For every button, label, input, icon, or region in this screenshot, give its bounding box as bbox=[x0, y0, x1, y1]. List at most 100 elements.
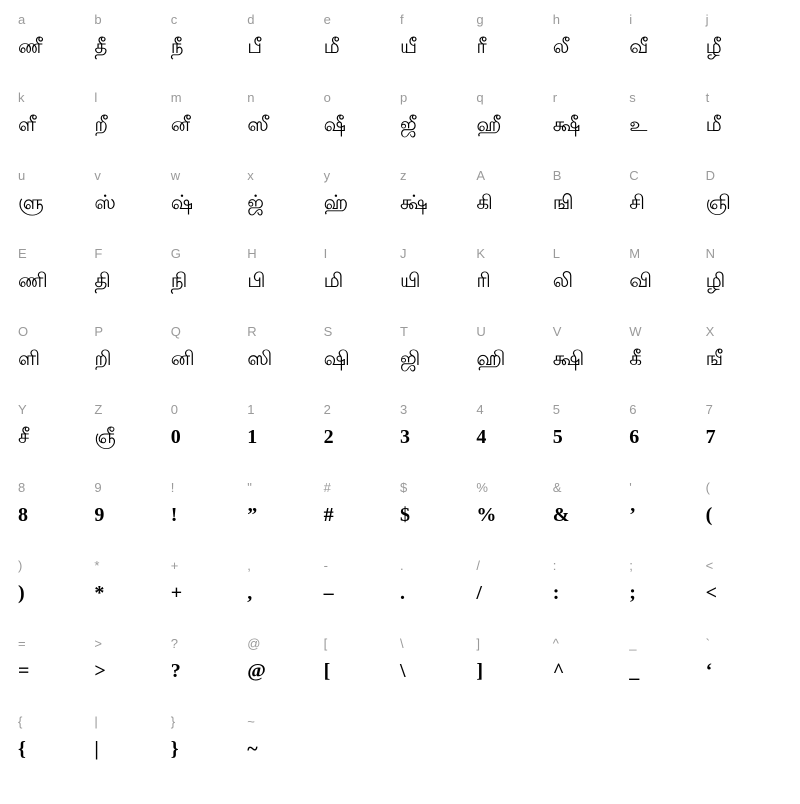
key-label: x bbox=[247, 168, 323, 183]
glyph-cell: Sஷி bbox=[324, 324, 400, 402]
glyph-cell: oஷீ bbox=[324, 90, 400, 168]
glyph-cell: 55 bbox=[553, 402, 629, 480]
glyph-value: 0 bbox=[171, 427, 247, 447]
glyph-value: \ bbox=[400, 661, 476, 681]
glyph-cell: x ஜ் bbox=[247, 168, 323, 246]
glyph-value: ளி bbox=[18, 349, 94, 369]
key-label: % bbox=[476, 480, 552, 495]
glyph-cell: [[ bbox=[324, 636, 400, 714]
key-label: R bbox=[247, 324, 323, 339]
key-label: h bbox=[553, 12, 629, 27]
glyph-cell: 66 bbox=[629, 402, 705, 480]
glyph-cell: >> bbox=[94, 636, 170, 714]
glyph-cell: eமீ bbox=[324, 12, 400, 90]
key-label: ; bbox=[629, 558, 705, 573]
glyph-value: _ bbox=[629, 661, 705, 681]
glyph-cell: vஸ் bbox=[94, 168, 170, 246]
glyph-value: உ bbox=[629, 115, 705, 135]
glyph-cell: Cசி bbox=[629, 168, 705, 246]
glyph-value: – bbox=[324, 583, 400, 603]
key-label: > bbox=[94, 636, 170, 651]
key-label: u bbox=[18, 168, 94, 183]
glyph-cell: 22 bbox=[324, 402, 400, 480]
glyph-cell: Qனி bbox=[171, 324, 247, 402]
glyph-value: ஸ் bbox=[94, 193, 170, 213]
glyph-value: / bbox=[476, 583, 552, 603]
key-label: ? bbox=[171, 636, 247, 651]
key-label: 3 bbox=[400, 402, 476, 417]
key-label: * bbox=[94, 558, 170, 573]
glyph-value: நீ bbox=[171, 37, 247, 57]
glyph-value: யீ bbox=[400, 37, 476, 57]
glyph-cell: W கீ bbox=[629, 324, 705, 402]
glyph-cell: Yசீ bbox=[18, 402, 94, 480]
glyph-value: ஞி bbox=[706, 193, 782, 213]
glyph-value: கீ bbox=[629, 349, 705, 369]
glyph-value: 9 bbox=[94, 505, 170, 525]
glyph-cell: %% bbox=[476, 480, 552, 558]
glyph-value: ளீ bbox=[18, 115, 94, 135]
key-label: q bbox=[476, 90, 552, 105]
glyph-cell: 44 bbox=[476, 402, 552, 480]
glyph-cell: nஸீ bbox=[247, 90, 323, 168]
key-label: 8 bbox=[18, 480, 94, 495]
glyph-value: = bbox=[18, 661, 94, 681]
glyph-value: ஹி bbox=[476, 349, 552, 369]
glyph-cell: sஉ bbox=[629, 90, 705, 168]
key-label: m bbox=[171, 90, 247, 105]
glyph-value: . bbox=[400, 583, 476, 603]
glyph-value: ழீ bbox=[706, 37, 782, 57]
key-label: Q bbox=[171, 324, 247, 339]
glyph-cell: aணீ bbox=[18, 12, 94, 90]
glyph-value: வி bbox=[629, 271, 705, 291]
glyph-cell: jழீ bbox=[706, 12, 782, 90]
key-label: f bbox=[400, 12, 476, 27]
glyph-cell: 77 bbox=[706, 402, 782, 480]
key-label: o bbox=[324, 90, 400, 105]
key-label: ] bbox=[476, 636, 552, 651]
key-label: D bbox=[706, 168, 782, 183]
key-label: g bbox=[476, 12, 552, 27]
glyph-value: பி bbox=[247, 271, 323, 291]
key-label: b bbox=[94, 12, 170, 27]
glyph-value: ” bbox=[247, 505, 323, 525]
glyph-cell: :: bbox=[553, 558, 629, 636]
glyph-value: ஜ் bbox=[247, 193, 323, 213]
glyph-cell: p ஜீ bbox=[400, 90, 476, 168]
glyph-cell: __ bbox=[629, 636, 705, 714]
glyph-value: ? bbox=[171, 661, 247, 681]
key-label: W bbox=[629, 324, 705, 339]
glyph-value: ரீ bbox=[476, 37, 552, 57]
glyph-cell: == bbox=[18, 636, 94, 714]
key-label: M bbox=[629, 246, 705, 261]
glyph-value: { bbox=[18, 739, 94, 759]
glyph-value: மீ bbox=[706, 115, 782, 135]
key-label: | bbox=[94, 714, 170, 729]
glyph-cell: Lலி bbox=[553, 246, 629, 324]
glyph-value: [ bbox=[324, 661, 400, 681]
key-label: p bbox=[400, 90, 476, 105]
glyph-cell: && bbox=[553, 480, 629, 558]
glyph-value: ஜீ bbox=[400, 115, 476, 135]
glyph-cell: qஹீ bbox=[476, 90, 552, 168]
glyph-value: பீ bbox=[247, 37, 323, 57]
key-label: $ bbox=[400, 480, 476, 495]
glyph-value: ஹ் bbox=[324, 193, 400, 213]
glyph-cell: ++ bbox=[171, 558, 247, 636]
glyph-value: னீ bbox=[171, 115, 247, 135]
glyph-value: $ bbox=[400, 505, 476, 525]
glyph-value: ஸி bbox=[247, 349, 323, 369]
glyph-value: ஙி bbox=[553, 193, 629, 213]
glyph-cell: Oளி bbox=[18, 324, 94, 402]
glyph-value: < bbox=[706, 583, 782, 603]
glyph-cell: Aகி bbox=[476, 168, 552, 246]
glyph-cell: kளீ bbox=[18, 90, 94, 168]
key-label: G bbox=[171, 246, 247, 261]
key-label: [ bbox=[324, 636, 400, 651]
key-label: V bbox=[553, 324, 629, 339]
key-label: ^ bbox=[553, 636, 629, 651]
glyph-cell: // bbox=[476, 558, 552, 636]
key-label: Y bbox=[18, 402, 94, 417]
glyph-value: க்ஷீ bbox=[553, 115, 629, 135]
key-label: S bbox=[324, 324, 400, 339]
